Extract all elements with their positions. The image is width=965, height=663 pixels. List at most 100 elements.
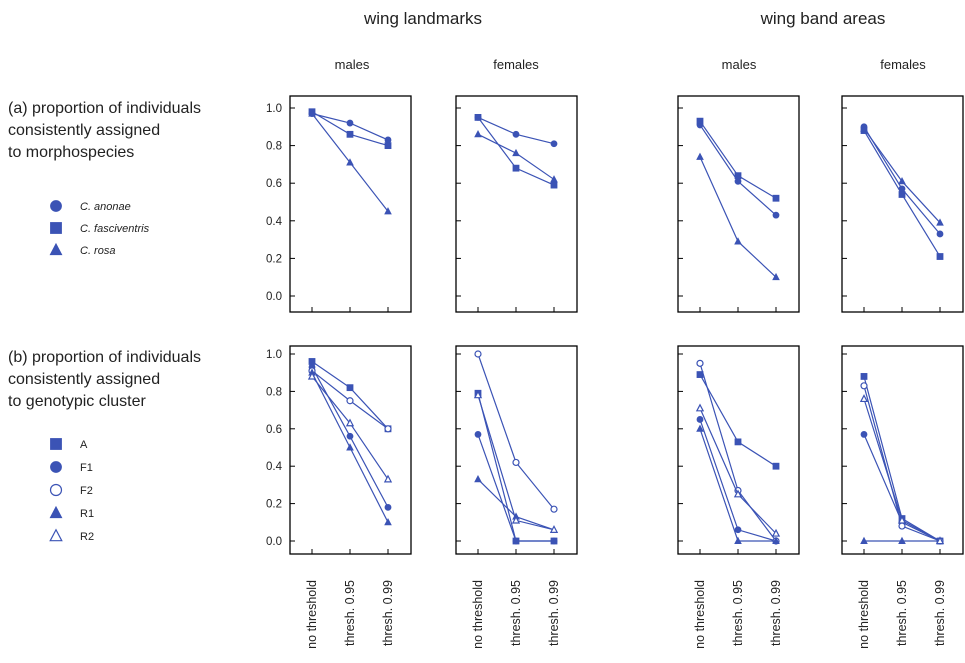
x-tick-label: thresh. 0.95 [895, 580, 909, 646]
data-point-c-rosa [898, 177, 906, 185]
series-line-r1 [699, 428, 776, 542]
data-point-r2 [549, 525, 559, 533]
series-c-fasciventris [696, 117, 780, 202]
chart-panels: 0.0 0.2 0.4 0.6 0.8 1.0 0.0 0.2 0.4 0.6 0.8 1.0 no t… [266, 95, 964, 649]
y-tick-label: 0.6 [266, 178, 282, 190]
data-point-c-anonae [772, 211, 780, 219]
panel-a-wing-landmarks-females [455, 95, 578, 313]
data-point-r1 [734, 536, 742, 544]
data-point-c-fasciventris [346, 130, 354, 138]
subtitle-landmarks-males: males [335, 57, 370, 72]
data-point-r2 [695, 403, 705, 412]
data-point-f2 [696, 359, 704, 367]
legend-marker-a [50, 438, 62, 450]
series-r2 [307, 371, 393, 483]
panel-a-wing-landmarks-males: 0.0 0.2 0.4 0.6 0.8 1.0 [266, 95, 412, 313]
data-point-c-rosa [860, 124, 868, 132]
series-c-anonae [696, 121, 780, 219]
data-point-c-rosa [734, 237, 742, 245]
y-tick-label: 0.6 [266, 424, 282, 436]
series-f1 [308, 363, 392, 511]
y-tick-label: 0.4 [266, 461, 283, 473]
column-title-wing-band-areas: wing band areas [760, 9, 886, 28]
data-point-f2 [550, 505, 558, 513]
series-r2 [695, 403, 781, 537]
y-tick-label: 1.0 [266, 103, 282, 115]
panel-b-wing-landmarks-males: 0.0 0.2 0.4 0.6 0.8 1.0 no threshold thresh. 0.… [266, 345, 412, 649]
row-label-b-line3: to genotypic cluster [8, 393, 147, 410]
series-r2 [859, 394, 945, 545]
series-c-rosa [474, 130, 558, 183]
y-tick-label: 0.2 [266, 253, 282, 265]
data-point-r2 [859, 394, 869, 403]
data-point-f1 [734, 526, 742, 534]
data-point-f1 [384, 503, 392, 511]
data-point-r2 [733, 489, 743, 498]
data-point-r1 [696, 424, 704, 432]
data-point-c-anonae [384, 136, 392, 144]
data-point-r1 [384, 518, 392, 526]
series-c-fasciventris [474, 114, 558, 189]
data-point-f2 [346, 397, 354, 405]
data-point-f1 [860, 431, 868, 438]
series-f1 [474, 431, 558, 545]
x-tick-label: no threshold [471, 580, 485, 649]
panel-b-wing-band-areas-females: no threshold thresh. 0.95 thresh. 0.99 [841, 345, 964, 649]
data-point-f1 [696, 416, 704, 423]
series-line-f1 [477, 434, 554, 542]
x-tick-label: thresh. 0.99 [381, 580, 395, 646]
panel-b-wing-landmarks-females: no threshold thresh. 0.95 thresh. 0.99 [455, 345, 578, 649]
data-point-c-rosa [936, 218, 944, 226]
legend-marker-r2 [49, 528, 63, 542]
row-label-a-line2: consistently assigned [8, 122, 160, 139]
row-label-b-line1: (b) proportion of individuals [8, 349, 201, 366]
legend-label-a: A [80, 439, 88, 451]
row-label-a-line1: (a) proportion of individuals [8, 100, 201, 117]
panel-frame [455, 95, 578, 313]
y-tick-label: 0.2 [266, 499, 282, 511]
series-r1 [308, 368, 392, 526]
column-title-wing-landmarks: wing landmarks [363, 9, 482, 28]
row-label-a-line3: to morphospecies [8, 144, 134, 161]
data-point-f2 [512, 458, 520, 467]
legend-genotypic-cluster: A F1 F2 R1 R2 [49, 438, 94, 543]
panel-frame [677, 345, 800, 555]
data-point-r2 [345, 418, 355, 427]
legend-marker-c-rosa [49, 242, 63, 256]
legend-morphospecies: C. anonae C. fasciventris C. rosa [49, 200, 150, 257]
x-tick-label: thresh. 0.95 [731, 580, 745, 646]
data-point-c-rosa [308, 109, 316, 117]
series-f1 [696, 416, 780, 545]
series-r2 [473, 390, 559, 533]
data-point-c-fasciventris [898, 191, 906, 198]
data-point-c-rosa [384, 207, 392, 215]
series-c-rosa [696, 152, 780, 281]
data-point-c-fasciventris [734, 172, 742, 180]
data-point-f1 [550, 537, 558, 545]
legend-label-f2: F2 [80, 485, 93, 497]
data-point-f2 [860, 382, 868, 390]
data-point-f2 [474, 350, 482, 358]
y-tick-label: 0.8 [266, 386, 282, 398]
y-tick-label: 0.0 [266, 291, 282, 303]
data-point-a [734, 438, 742, 446]
subtitle-landmarks-females: females [493, 57, 539, 72]
panel-b-wing-band-areas-males: no threshold thresh. 0.95 thresh. 0.99 [677, 345, 800, 649]
data-point-r2 [383, 474, 393, 483]
series-line-r2 [699, 407, 777, 534]
x-tick-label: thresh. 0.99 [933, 580, 947, 646]
legend-label-c-fasciventris: C. fasciventris [80, 223, 150, 235]
y-tick-label: 1.0 [266, 349, 282, 361]
data-point-a [346, 384, 354, 392]
legend-label-c-anonae: C. anonae [80, 201, 131, 213]
y-tick-label: 0.4 [266, 216, 283, 228]
panel-frame [289, 95, 412, 313]
series-c-fasciventris [860, 127, 944, 260]
series-line-f1 [699, 419, 777, 542]
series-c-rosa [308, 109, 392, 215]
series-f2 [474, 350, 558, 513]
data-point-r1 [898, 536, 906, 544]
legend-label-f1: F1 [80, 462, 93, 474]
series-f2 [696, 359, 780, 545]
